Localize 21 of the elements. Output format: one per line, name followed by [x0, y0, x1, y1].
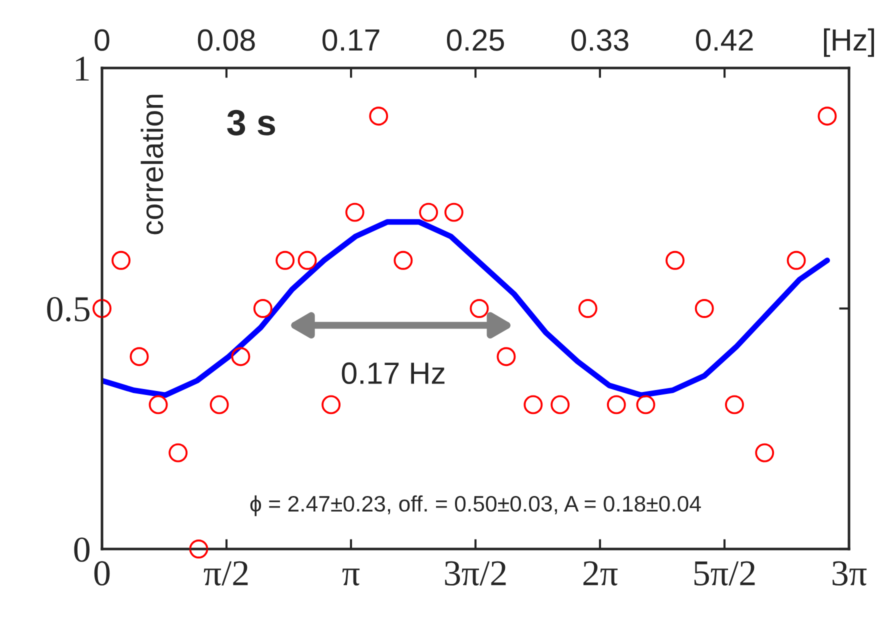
y-tick-label: 1	[76, 56, 89, 81]
x-tick-label: π	[342, 568, 360, 586]
x-tick-label: 2π	[583, 561, 618, 586]
x-tick-label: 3π	[832, 561, 867, 586]
x2-tick-label: 0.33	[571, 29, 628, 51]
x2-tick-label: 0.17	[322, 29, 380, 51]
annotation: 0.17 Hz	[342, 362, 444, 384]
x2-tick-label: 0.42	[696, 29, 753, 51]
annotation: ϕ = 2.47±0.23, off. = 0.50±0.03, A = 0.18±0.04	[250, 495, 701, 516]
y-axis-title: correlation	[140, 94, 164, 234]
annotation: 3 s	[227, 110, 276, 136]
x2-tick-label: 0	[94, 29, 110, 51]
y-tick-label: 0.5	[47, 297, 90, 322]
y-tick-label: 0	[74, 538, 90, 562]
x2-tick-label: [Hz]	[824, 28, 874, 57]
x-tick-label: 5π/2	[694, 561, 755, 586]
x2-tick-label: 0.25	[446, 29, 504, 51]
x-tick-label: 3π/2	[445, 561, 506, 586]
x2-tick-label: 0.08	[198, 29, 255, 51]
x-tick-label: π/2	[204, 561, 248, 586]
x-tick-label: 0	[94, 561, 110, 586]
